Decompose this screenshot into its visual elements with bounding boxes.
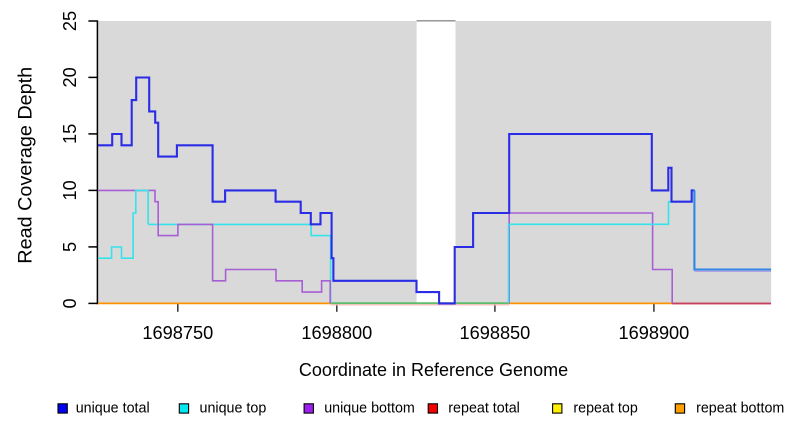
svg-text:20: 20 (60, 67, 80, 87)
svg-text:repeat total: repeat total (448, 401, 520, 417)
svg-text:25: 25 (60, 11, 80, 31)
svg-text:5: 5 (60, 242, 80, 252)
svg-text:Read Coverage Depth: Read Coverage Depth (15, 67, 37, 264)
svg-text:0: 0 (60, 298, 80, 308)
svg-text:1698800: 1698800 (301, 323, 372, 343)
svg-text:1698850: 1698850 (459, 323, 530, 343)
svg-text:unique top: unique top (200, 401, 267, 417)
svg-text:15: 15 (60, 124, 80, 144)
svg-text:1698900: 1698900 (618, 323, 689, 343)
svg-text:Coordinate in Reference Genome: Coordinate in Reference Genome (299, 360, 568, 380)
svg-text:repeat bottom: repeat bottom (696, 401, 784, 417)
svg-text:10: 10 (60, 180, 80, 200)
svg-text:repeat top: repeat top (573, 401, 637, 417)
svg-text:unique bottom: unique bottom (324, 401, 415, 417)
svg-text:1698750: 1698750 (142, 323, 213, 343)
svg-text:unique total: unique total (76, 401, 150, 417)
